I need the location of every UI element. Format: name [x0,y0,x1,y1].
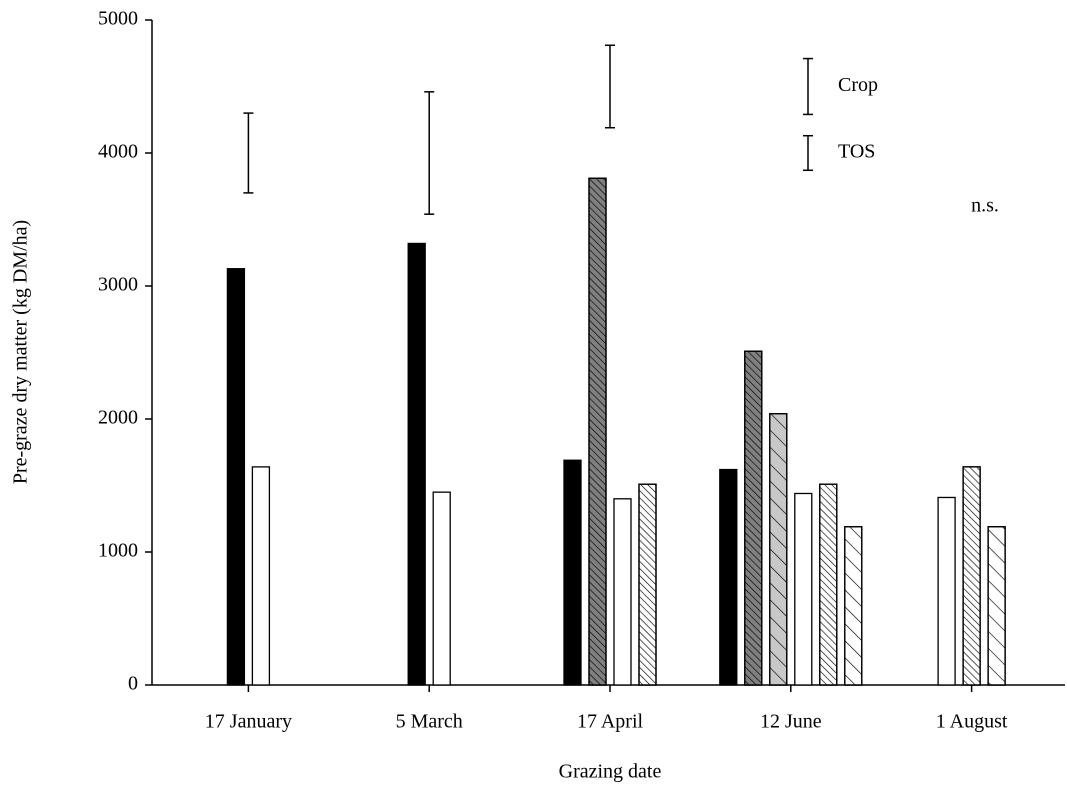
bar-hatch [744,350,763,686]
y-tick-label: 1000 [98,540,138,562]
bar [719,468,738,686]
bar-hatch [962,466,981,686]
bar [794,492,813,686]
bar-hatch [819,483,838,686]
legend-label: Crop [838,74,878,96]
x-tick-label: 5 March [396,711,463,733]
bar [937,496,956,686]
x-tick-label: 12 June [760,711,822,733]
bar [613,498,632,686]
y-tick-label: 2000 [98,407,138,429]
x-axis-label: Grazing date [559,761,662,783]
x-tick-label: 17 January [205,711,292,733]
y-tick-label: 5000 [98,8,138,30]
y-tick-label: 4000 [98,141,138,163]
annotation: n.s. [971,195,999,217]
bar-hatch [638,483,657,686]
bar [407,242,426,686]
x-tick-label: 1 August [936,711,1008,733]
bar [251,466,271,686]
bar-hatch [588,177,607,686]
bar [226,268,246,686]
bar-hatch [844,526,863,686]
bar [563,459,582,686]
y-tick-label: 0 [128,673,138,695]
x-tick-label: 17 April [577,711,644,733]
bar-hatch [769,413,788,686]
legend-label: TOS [838,141,875,163]
bar-hatch [987,526,1006,686]
bar [432,491,451,686]
y-tick-label: 3000 [98,274,138,296]
y-axis-label: Pre-graze dry matter (kg DM/ha) [10,220,32,484]
